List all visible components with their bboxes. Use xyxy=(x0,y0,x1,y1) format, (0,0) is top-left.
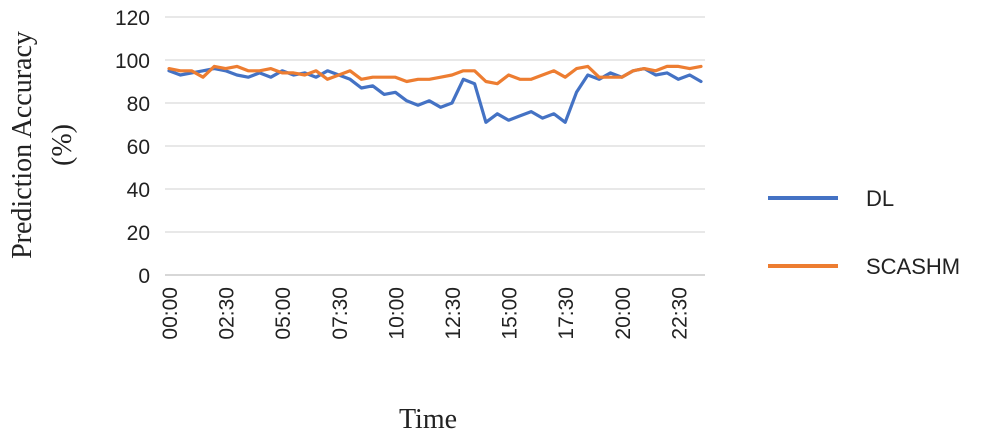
x-tick-label: 05:00 xyxy=(272,287,295,340)
series-line-dl xyxy=(167,66,703,124)
y-axis-title-line1: Prediction Accuracy xyxy=(7,31,38,259)
x-tick-label: 07:30 xyxy=(329,287,352,340)
x-tick-label: 20:00 xyxy=(612,287,635,340)
y-tick-label: 80 xyxy=(127,93,150,116)
y-axis-ticks: 0 20 40 60 80 100 120 xyxy=(115,7,150,288)
y-tick-label: 120 xyxy=(115,7,150,30)
x-tick-label: 15:00 xyxy=(499,287,522,340)
y-tick-label: 20 xyxy=(127,222,150,245)
series-lines xyxy=(167,64,703,124)
x-tick-label: 12:30 xyxy=(442,287,465,340)
y-tick-label: 0 xyxy=(138,265,150,288)
x-tick-label: 02:30 xyxy=(216,287,239,340)
x-axis-ticks: 00:00 02:30 05:00 07:30 10:00 12:30 15:00 17:30… xyxy=(159,287,691,340)
legend-label-scashm: SCASHM xyxy=(866,254,960,279)
x-axis-title: Time xyxy=(399,404,457,434)
y-tick-label: 40 xyxy=(127,179,150,202)
x-tick-label: 22:30 xyxy=(668,287,691,340)
x-tick-label: 10:00 xyxy=(385,287,408,340)
legend-label-dl: DL xyxy=(866,186,894,211)
legend: DL SCASHM xyxy=(768,186,960,279)
x-tick-label: 17:30 xyxy=(555,287,578,340)
y-axis-title-line2: (%) xyxy=(47,124,78,166)
y-tick-label: 100 xyxy=(115,50,150,73)
gridlines xyxy=(165,16,705,276)
y-tick-label: 60 xyxy=(127,136,150,159)
series-line-scashm xyxy=(167,64,703,86)
x-tick-label: 00:00 xyxy=(159,287,182,340)
